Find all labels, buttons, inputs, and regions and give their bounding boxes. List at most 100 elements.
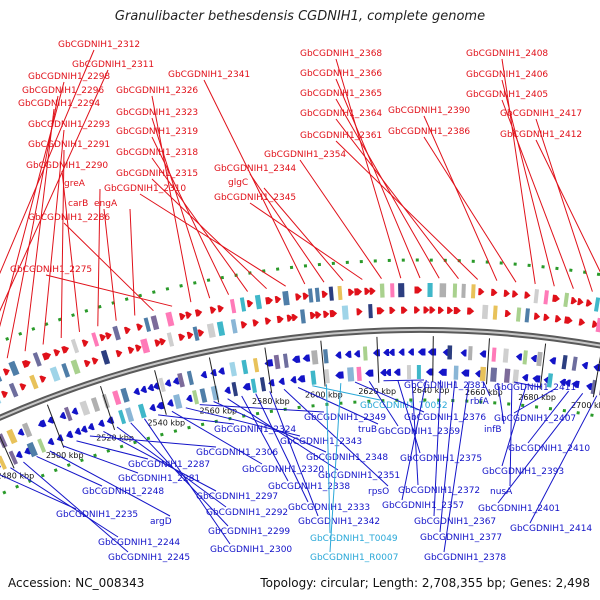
reverse-strand-inner-feature-block (356, 366, 362, 381)
forward-gene-label: GbCGDNIH1_2406 (466, 70, 548, 80)
reverse-strand-inner-feature-block (37, 438, 47, 453)
reverse-gene-label: GbCGDNIH1_2369 (378, 427, 460, 437)
reverse-gene-label: GbCGDNIH1_2407 (494, 414, 576, 424)
forward-strand-inner-feature-block (216, 321, 226, 337)
forward-strand-feature-block (337, 285, 343, 301)
reverse-gene-label: GbCGDNIH1_2320 (242, 465, 324, 475)
forward-strand-inner-feature-block (368, 304, 373, 319)
reverse-strand-inner-feature-block (125, 407, 135, 423)
forward-leader-line (129, 208, 136, 316)
forward-strand-gene-arrow (354, 288, 363, 296)
forward-strand-inner-feature-block (100, 349, 111, 365)
reverse-strand-inner-feature-block (173, 394, 183, 410)
forward-leader-line (151, 95, 192, 303)
forward-strand-inner-gene-arrow (240, 321, 248, 329)
forward-leader-line (423, 136, 517, 283)
reverse-strand-feature-block (491, 347, 497, 362)
scale-label: 2540 kbp (147, 419, 185, 428)
forward-leader-line (335, 78, 421, 279)
reverse-strand-inner-feature-block (118, 409, 127, 425)
reverse-strand-inner-gene-arrow (335, 371, 344, 379)
forward-strand-gene-arrow (414, 286, 423, 294)
forward-leader-line (61, 170, 80, 332)
forward-strand-feature-block (32, 352, 42, 367)
reverse-strand-inner-feature-block (406, 365, 412, 380)
reverse-strand-gene-arrow (38, 419, 47, 428)
forward-strand-feature-block (379, 283, 385, 298)
forward-leader-line (45, 274, 173, 307)
reverse-strand-gene-arrow (172, 377, 180, 385)
reverse-strand-inner-gene-arrow (290, 376, 297, 384)
reverse-gene-label: argD (150, 517, 172, 527)
reverse-strand-inner-gene-arrow (532, 375, 541, 383)
reverse-strand-gene-arrow (549, 357, 557, 365)
reverse-gene-label: GbCGDNIH1_2281 (118, 474, 200, 484)
forward-gene-label: GbCGDNIH1_2296 (22, 86, 104, 96)
reverse-strand-feature-block (79, 400, 91, 416)
forward-strand-inner-gene-arrow (197, 329, 205, 337)
reverse-strand-inner-gene-arrow (564, 379, 571, 387)
forward-gene-label: GbCGDNIH1_2286 (28, 213, 110, 223)
reverse-strand-feature-block (571, 356, 578, 371)
reverse-strand-gene-arrow (427, 348, 437, 356)
reverse-gene-label: GbCGDNIH1_2351 (318, 471, 400, 481)
reverse-strand-inner-gene-arrow (156, 401, 165, 410)
forward-gene-label: GbCGDNIH1_2412 (500, 130, 582, 140)
reverse-leader-line (62, 445, 139, 474)
reverse-gene-label: GbCGDNIH1_2410 (508, 444, 590, 454)
reverse-leader-line (103, 430, 217, 492)
reverse-strand-gene-arrow (164, 379, 172, 387)
reverse-strand-gene-arrow (383, 348, 390, 357)
forward-gene-label: GbCGDNIH1_2341 (168, 70, 250, 80)
forward-strand-feature-block (398, 283, 405, 298)
reverse-leader-line (116, 426, 227, 508)
forward-strand-inner-gene-arrow (159, 338, 166, 346)
reverse-gene-label: nusA (490, 487, 513, 497)
forward-strand-inner-gene-arrow (329, 310, 338, 318)
scale-label: 2560 kbp (199, 406, 237, 415)
reverse-gene-label: GbCGDNIH1_2324 (214, 425, 296, 435)
reverse-leader-line (433, 380, 442, 517)
forward-strand-inner-gene-arrow (429, 306, 436, 314)
reverse-strand-inner-gene-arrow (74, 427, 82, 435)
reverse-strand-inner-gene-arrow (522, 374, 529, 382)
forward-strand-gene-arrow (194, 309, 203, 317)
forward-strand-feature-block (143, 317, 152, 332)
forward-strand-inner-gene-arrow (134, 344, 142, 352)
forward-strand-gene-arrow (21, 360, 31, 369)
reverse-strand-gene-arrow (442, 348, 449, 356)
forward-gene-label: GbCGDNIH1_2311 (72, 60, 154, 70)
reverse-leader-line (171, 410, 263, 465)
forward-leader-line (0, 69, 109, 312)
scale-label: 2640 kbp (412, 386, 450, 395)
forward-leader-line (151, 117, 211, 299)
forward-gene-label: GbCGDNIH1_2319 (116, 127, 198, 137)
reverse-strand-gene-arrow (140, 385, 148, 393)
forward-strand-feature-block (70, 338, 80, 354)
reverse-gene-label: GbCGDNIH1_2297 (196, 492, 278, 502)
reverse-strand-inner-gene-arrow (380, 369, 387, 377)
reverse-strand-feature-block (112, 390, 122, 406)
forward-strand-feature-block (328, 286, 334, 301)
reverse-strand-gene-arrow (302, 354, 311, 362)
forward-leader-line (6, 95, 59, 359)
forward-gene-label: GbCGDNIH1_2298 (28, 72, 110, 82)
reverse-strand-inner-feature-block (192, 389, 200, 405)
forward-gene-label: GbCGDNIH1_2354 (264, 150, 346, 160)
forward-strand-inner-gene-arrow (447, 306, 454, 314)
reverse-strand-inner-gene-arrow (15, 450, 23, 459)
reverse-leader-line (513, 381, 541, 388)
reverse-leader-line (383, 379, 425, 382)
reverse-strand-feature-block (186, 370, 194, 386)
reverse-leader-line (527, 390, 569, 444)
reverse-leader-line (482, 381, 491, 397)
reverse-leader-line (401, 379, 427, 501)
forward-strand-feature-block (314, 287, 321, 302)
forward-strand-gene-arrow (179, 312, 186, 321)
forward-gene-label: GbCGDNIH1_2405 (466, 90, 548, 100)
reverse-strand-feature-block (323, 349, 329, 364)
forward-strand-gene-arrow (61, 346, 70, 354)
reverse-strand-inner-gene-arrow (461, 369, 470, 377)
forward-strand-inner-gene-arrow (401, 306, 408, 314)
forward-gene-label: GbCGDNIH1_2368 (300, 49, 382, 59)
